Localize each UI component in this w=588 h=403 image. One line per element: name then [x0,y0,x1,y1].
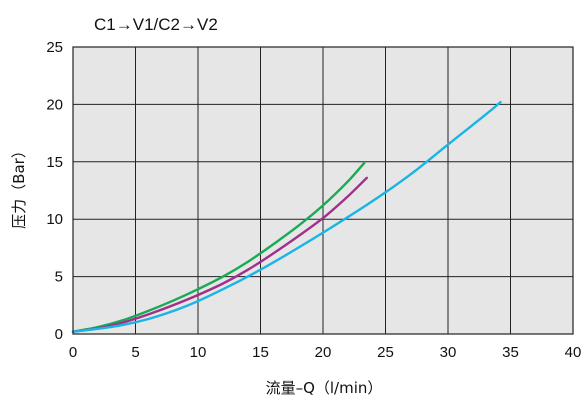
x-tick-label: 15 [252,344,269,361]
x-tick-label: 35 [502,344,519,361]
x-tick-label: 30 [440,344,457,361]
x-tick-label: 0 [69,344,77,361]
y-tick-label: 5 [55,269,63,286]
y-tick-label: 0 [55,326,63,343]
x-axis-ticks: 0 5 10 15 20 25 30 35 40 [69,344,582,361]
chart-title: C1→V1/C2→V2 [94,15,218,34]
series-line-1 [71,161,366,333]
series-line-3 [71,100,502,333]
x-axis-label: 流量–Q（l/min） [266,379,383,397]
y-tick-label: 10 [46,211,63,228]
y-tick-label: 20 [46,96,63,113]
plot-frame [72,46,574,335]
y-tick-label: 15 [46,154,63,171]
x-tick-label: 40 [565,344,582,361]
y-axis-ticks: 0 5 10 15 20 25 [46,39,63,343]
x-tick-label: 20 [315,344,332,361]
x-tick-label: 5 [131,344,139,361]
x-tick-label: 10 [190,344,207,361]
series-line-2 [71,176,368,333]
y-axis-label: 压力（Bar） [10,143,28,229]
series-layer [71,100,502,333]
y-tick-label: 25 [46,39,63,56]
x-tick-label: 25 [377,344,394,361]
